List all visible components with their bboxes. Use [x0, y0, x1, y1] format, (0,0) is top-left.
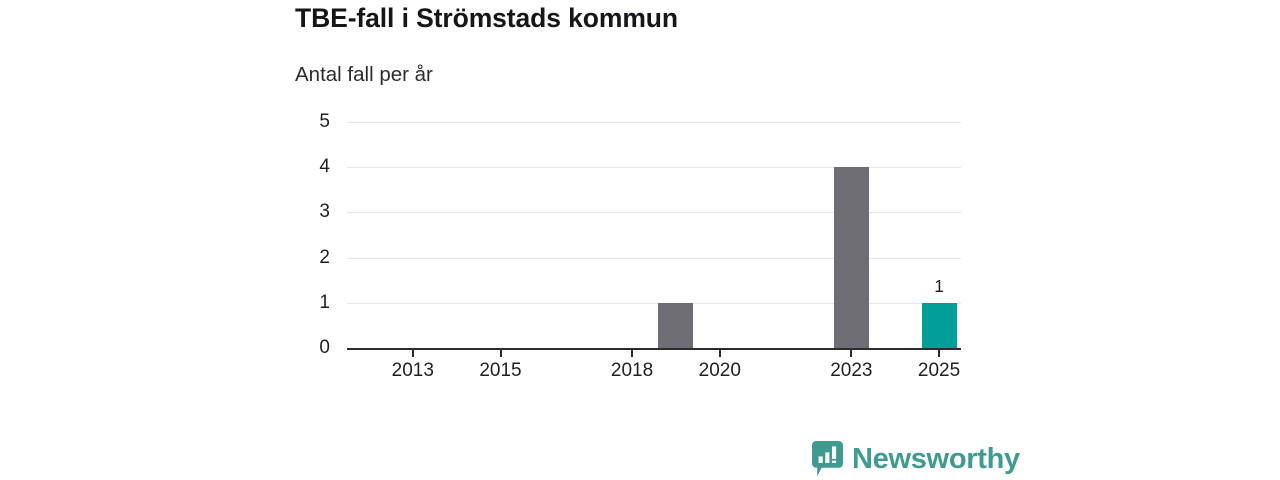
y-axis-labels: 0 1 2 3 4 5 [300, 111, 330, 358]
chart-subtitle: Antal fall per år [295, 63, 433, 86]
x-axis-line [347, 348, 961, 350]
x-axis-tick [938, 348, 941, 357]
bar-chart-bubble-icon [812, 441, 843, 477]
y-axis-tick-label: 0 [319, 337, 330, 358]
x-axis-tick [718, 348, 721, 357]
x-axis-tick [850, 348, 853, 357]
gridline [347, 167, 961, 169]
gridline [347, 257, 961, 259]
x-axis-tick-label: 2020 [698, 360, 741, 381]
x-axis-tick-label: 2018 [610, 360, 654, 381]
x-axis-tick-label: 2013 [391, 360, 434, 381]
bar[interactable] [833, 167, 869, 348]
bar-value-label: 1 [934, 275, 944, 296]
y-axis-tick-label: 4 [319, 156, 330, 178]
x-axis-tick-label: 2025 [917, 360, 961, 381]
x-axis-tick-label: 2023 [830, 360, 873, 381]
y-axis-tick-label: 1 [319, 291, 330, 313]
bar[interactable] [921, 302, 957, 348]
logo-text: Newsworthy [852, 442, 1020, 475]
newsworthy-logo[interactable]: Newsworthy [812, 441, 1020, 477]
gridline [347, 212, 961, 214]
gridline [347, 302, 961, 304]
x-axis-tick [631, 348, 634, 357]
x-axis-tick-label: 2015 [479, 360, 522, 381]
x-axis-tick [499, 348, 502, 357]
x-axis-tick [411, 348, 414, 357]
y-axis-tick-label: 5 [319, 111, 330, 132]
y-axis-tick-label: 2 [319, 246, 330, 268]
page-title: TBE-fall i Strömstads kommun [295, 3, 678, 33]
plot-area [347, 122, 961, 348]
y-axis-tick-label: 3 [319, 201, 330, 223]
gridline [347, 122, 961, 123]
bar[interactable] [658, 302, 694, 348]
